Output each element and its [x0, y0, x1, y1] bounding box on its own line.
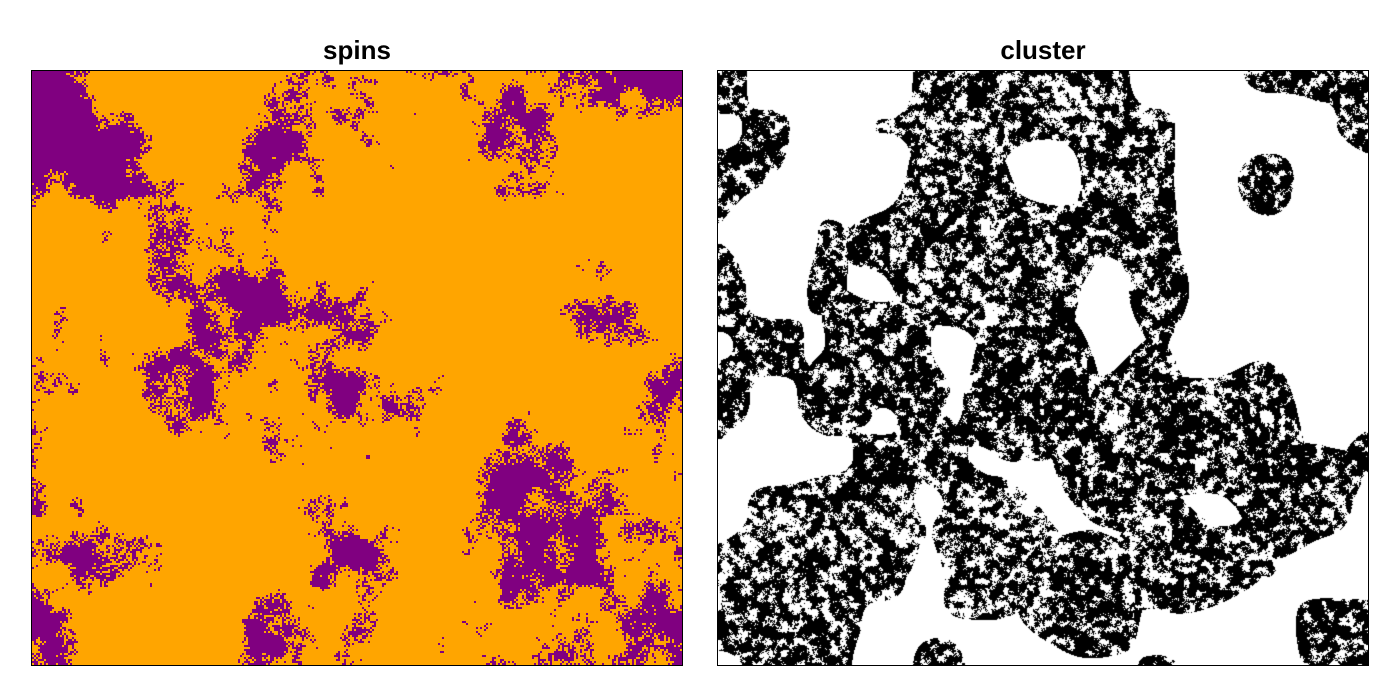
spins-panel: spins — [31, 30, 683, 666]
spins-frame — [31, 70, 683, 666]
spins-title: spins — [323, 35, 391, 65]
cluster-map-image — [718, 71, 1368, 665]
cluster-frame — [717, 70, 1369, 666]
cluster-title: cluster — [1000, 35, 1086, 65]
spins-lattice-image — [32, 71, 682, 665]
cluster-panel: cluster — [717, 30, 1369, 666]
